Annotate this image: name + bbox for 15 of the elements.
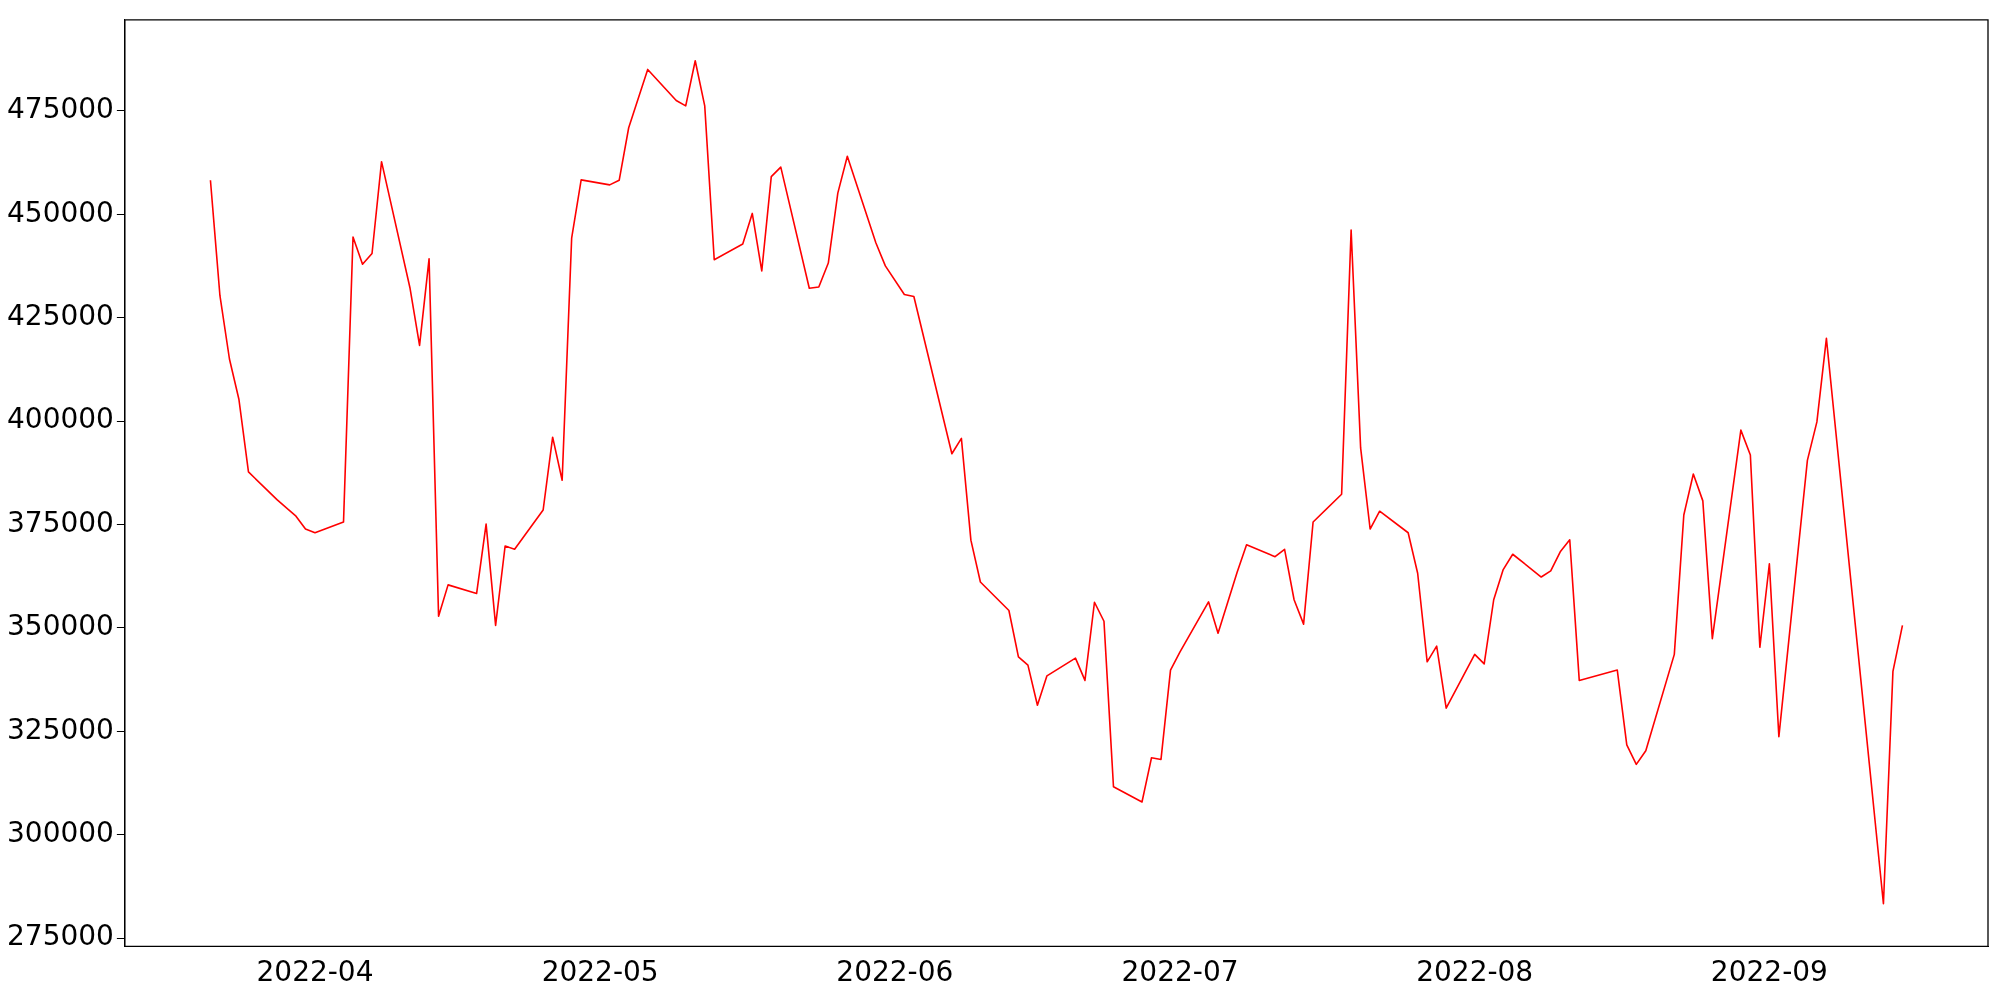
y-tick-label: 475000 [7,92,114,126]
y-tick-label: 375000 [7,505,114,539]
x-tick-label: 2022-08 [1416,955,1534,989]
x-tick-label: 2022-05 [541,955,659,989]
x-tick-label: 2022-04 [256,955,374,989]
x-tick-label: 2022-06 [836,955,954,989]
y-tick-label: 275000 [7,919,114,953]
x-tick-label: 2022-07 [1121,955,1239,989]
y-tick-label: 450000 [7,195,114,229]
y-tick-label: 425000 [7,298,114,332]
y-tick-label: 350000 [7,609,114,643]
y-tick-label: 325000 [7,712,114,746]
x-tick-label: 2022-09 [1710,955,1828,989]
y-tick-label: 300000 [7,815,114,849]
y-tick-label: 400000 [7,402,114,436]
